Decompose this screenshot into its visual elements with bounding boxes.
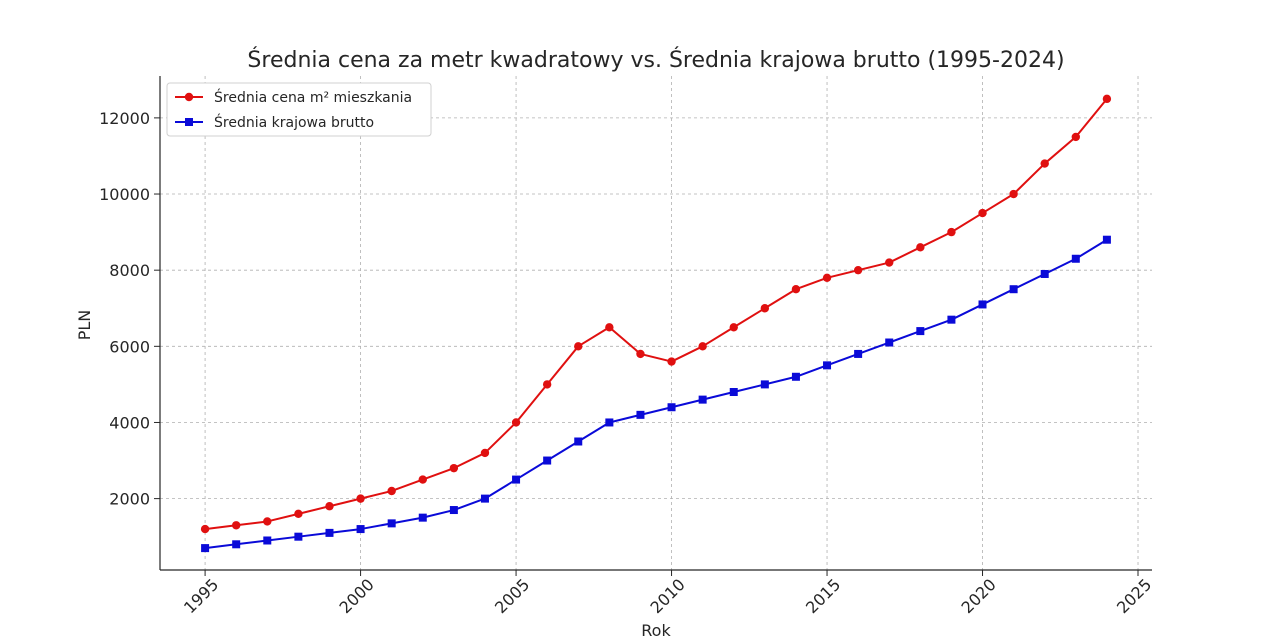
data-point [885,258,894,267]
data-point [698,395,707,404]
x-tick-label: 2005 [491,575,533,617]
legend-label: Średnia cena m² mieszkania [214,88,412,106]
data-point [294,509,303,519]
y-tick-label: 8000 [109,261,150,280]
data-point [1009,189,1018,199]
data-point [978,208,987,218]
y-tick-label: 6000 [109,337,150,356]
axes [154,76,1152,576]
data-point [791,372,800,381]
data-point [916,243,925,252]
data-point [512,475,521,484]
data-point [760,304,770,313]
data-point [231,521,241,530]
x-tick-label: 2015 [802,575,844,617]
data-point [232,540,241,549]
x-tick-label: 2010 [647,575,689,617]
data-point [418,475,427,484]
data-point [978,300,987,309]
data-point [542,380,552,389]
data-point [325,502,334,511]
grid [160,76,1152,570]
data-point [698,342,707,351]
series-1 [200,94,1112,534]
data-point [356,525,365,534]
data-point [263,517,272,526]
data-point [823,361,832,370]
data-point [201,544,210,553]
data-point [480,448,490,458]
x-tick-label: 2020 [958,575,1000,617]
data-point [885,338,894,347]
data-point [1102,235,1111,244]
x-tick-label: 1995 [180,575,222,617]
series-line [204,98,1108,531]
legend: Średnia cena m² mieszkania Średnia krajow… [166,82,432,137]
data-point [325,528,334,537]
data-point [418,513,427,522]
y-tick-label: 10000 [99,185,150,204]
series-2 [201,235,1111,553]
y-tick-label: 2000 [109,490,150,509]
data-point [916,327,925,336]
data-point [1071,132,1081,142]
x-tick-label: 2000 [336,575,378,617]
data-point [387,486,396,496]
data-point [729,388,738,397]
data-point [636,349,645,359]
data-point [574,437,583,446]
legend-box [166,82,432,137]
y-axis-title: PLN [75,310,94,341]
data-point [263,536,272,545]
data-point [574,342,583,351]
data-point [543,456,552,465]
legend-label: Średnia krajowa brutto [214,113,374,131]
data-point [636,410,645,419]
data-point [1040,269,1049,278]
data-point [947,315,956,324]
data-point [356,494,365,503]
y-tick-label: 4000 [109,413,150,432]
data-point [760,380,769,389]
data-point [480,494,489,503]
data-point [853,265,863,275]
data-point [449,463,459,473]
x-axis-title: Rok [641,621,671,640]
data-point [729,323,738,332]
legend-marker [185,118,193,126]
data-point [200,524,210,534]
y-tick-label: 12000 [99,109,150,128]
data-point [449,506,458,515]
data-point [1102,94,1112,104]
data-point [854,349,863,358]
data-point [1071,254,1080,263]
x-tick-label: 2025 [1113,575,1155,617]
legend-marker [184,92,194,102]
data-point [1009,285,1018,294]
data-point [605,323,614,332]
data-point [605,418,614,427]
data-point [1040,159,1049,168]
data-point [667,403,676,412]
series-line [204,238,1108,550]
legend-entry: Średnia cena m² mieszkania [175,88,412,106]
data-point [947,227,956,237]
legend-entry: Średnia krajowa brutto [175,113,374,131]
data-point [667,357,676,366]
series-layer [200,94,1112,553]
data-point [387,519,396,528]
chart-title: Średnia cena za metr kwadratowy vs. Śred… [247,47,1064,73]
data-point [294,532,303,541]
data-point [791,285,801,294]
data-point [511,418,521,427]
data-point [822,273,832,282]
